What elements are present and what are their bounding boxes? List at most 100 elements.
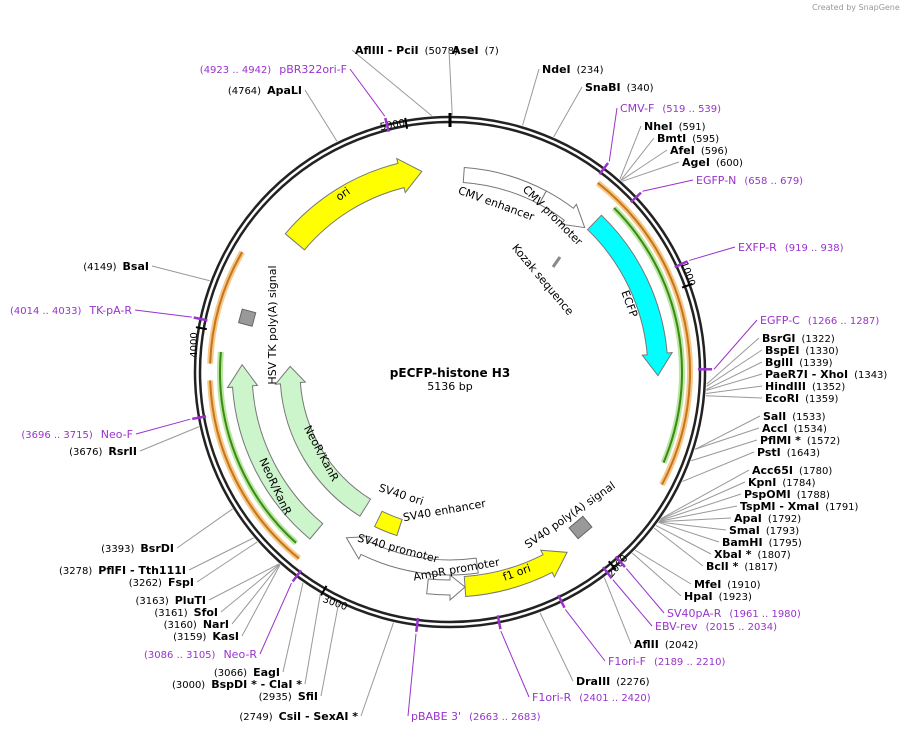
site-label: MfeI (1910) [694, 578, 761, 591]
tick-label: 3000 [321, 594, 349, 613]
primer-name: CMV-F [620, 102, 654, 115]
site-name: PspOMI [744, 488, 791, 501]
site-label: AccI (1534) [762, 422, 827, 435]
site-label: (2935) SfiI [259, 690, 318, 703]
site-label: BmtI (595) [657, 132, 719, 145]
site-leader [694, 415, 761, 450]
site-position: (1343) [854, 370, 887, 381]
site-position: (1339) [799, 358, 832, 369]
site-label: NheI (591) [644, 120, 706, 133]
site-label: (3160) NarI [164, 618, 229, 631]
site-leader [659, 493, 742, 521]
site-position: (1359) [805, 394, 838, 405]
site-leader [622, 161, 680, 182]
primer-range: (3086 .. 3105) [144, 650, 216, 661]
site-label: BglII (1339) [765, 356, 833, 369]
site-leader [220, 563, 280, 613]
site-name: SfoI [194, 606, 218, 619]
site-leader [553, 86, 583, 138]
site-leader [660, 481, 746, 520]
site-name: PflFI - Tth111I [98, 564, 186, 577]
plasmid-size: 5136 bp [427, 380, 472, 393]
primer-mark [415, 617, 420, 632]
site-name: HindIII [765, 380, 806, 393]
primer-mark [557, 594, 566, 609]
site-name: DraIII [576, 675, 610, 688]
tick-label: 4000 [189, 332, 200, 357]
site-name: PstI [757, 446, 781, 459]
primer-leader [500, 630, 530, 698]
primer-name: Neo-F [101, 428, 133, 441]
site-position: (3393) [101, 544, 134, 555]
primer-label: (3086 .. 3105) Neo-R [144, 648, 257, 661]
primer-leader [407, 633, 417, 717]
tick-mark [608, 560, 617, 571]
primer-name: F1ori-R [532, 691, 572, 704]
site-name: NarI [203, 618, 229, 631]
primer-mark [614, 555, 626, 568]
site-name: BspEI [765, 344, 799, 357]
site-name: FspI [168, 576, 194, 589]
primer-range: (919 .. 938) [785, 243, 844, 254]
site-position: (1807) [757, 550, 790, 561]
primer-range: (4923 .. 4942) [200, 65, 272, 76]
primer-name: EBV-rev [655, 620, 698, 633]
site-position: (3160) [164, 620, 197, 631]
site-position: (340) [627, 83, 654, 94]
primer-leader [564, 609, 606, 662]
feature-arrow [345, 535, 479, 576]
site-label: (3159) KasI [173, 630, 239, 643]
site-label: HindIII (1352) [765, 380, 845, 393]
site-name: CsiI - SexAI * [279, 710, 359, 723]
site-leader [705, 395, 763, 399]
site-position: (1784) [782, 478, 815, 489]
site-label: PstI (1643) [757, 446, 820, 459]
primer-mark [384, 117, 390, 132]
site-label: BspEI (1330) [765, 344, 839, 357]
primer-leader [349, 68, 386, 117]
site-position: (4149) [83, 262, 116, 273]
site-leader [658, 521, 720, 543]
site-leader [632, 552, 682, 597]
primer-leader [642, 179, 694, 192]
feature-label: SV40 ori [377, 481, 425, 508]
primer-mark [602, 566, 613, 579]
tick-mark [404, 117, 409, 129]
site-leader [320, 603, 340, 697]
site-label: (3066) EagI [214, 666, 280, 679]
feature-arrow [426, 573, 466, 602]
site-position: (591) [679, 122, 706, 133]
site-leader [176, 508, 233, 549]
site-label: AseI (7) [452, 44, 499, 57]
site-leader [188, 537, 254, 571]
site-label: BclI * (1817) [706, 560, 778, 573]
site-position: (3159) [173, 632, 206, 643]
site-leader [706, 349, 763, 387]
site-name: BclI * [706, 560, 739, 573]
site-name: RsrII [108, 445, 137, 458]
site-name: AfeI [670, 144, 695, 157]
primer-name: EXFP-R [738, 241, 777, 254]
primer-label: F1ori-R (2401 .. 2420) [532, 691, 651, 704]
site-position: (600) [716, 158, 743, 169]
primer-label: EGFP-C (1266 .. 1287) [760, 314, 879, 327]
primer-label: (4923 .. 4942) pBR322ori-F [200, 63, 347, 76]
primer-range: (2015 .. 2034) [706, 622, 778, 633]
site-label: (3000) BspDI * - ClaI * [172, 678, 302, 691]
site-position: (1910) [727, 580, 760, 591]
site-name: AccI [762, 422, 788, 435]
site-name: BsaI [123, 260, 149, 273]
site-position: (1572) [807, 436, 840, 447]
site-label: ApaI (1792) [734, 512, 801, 525]
primer-range: (1266 .. 1287) [808, 316, 880, 327]
site-position: (1793) [766, 526, 799, 537]
tick-mark [195, 326, 207, 331]
site-position: (1791) [825, 502, 858, 513]
site-label: (3676) RsrII [69, 445, 137, 458]
site-name: TspMI - XmaI [740, 500, 819, 513]
feature-box [237, 308, 257, 327]
site-leader [304, 89, 338, 142]
site-leader [619, 125, 642, 180]
feature-arrow [538, 190, 586, 229]
primer-label: SV40pA-R (1961 .. 1980) [667, 607, 801, 620]
